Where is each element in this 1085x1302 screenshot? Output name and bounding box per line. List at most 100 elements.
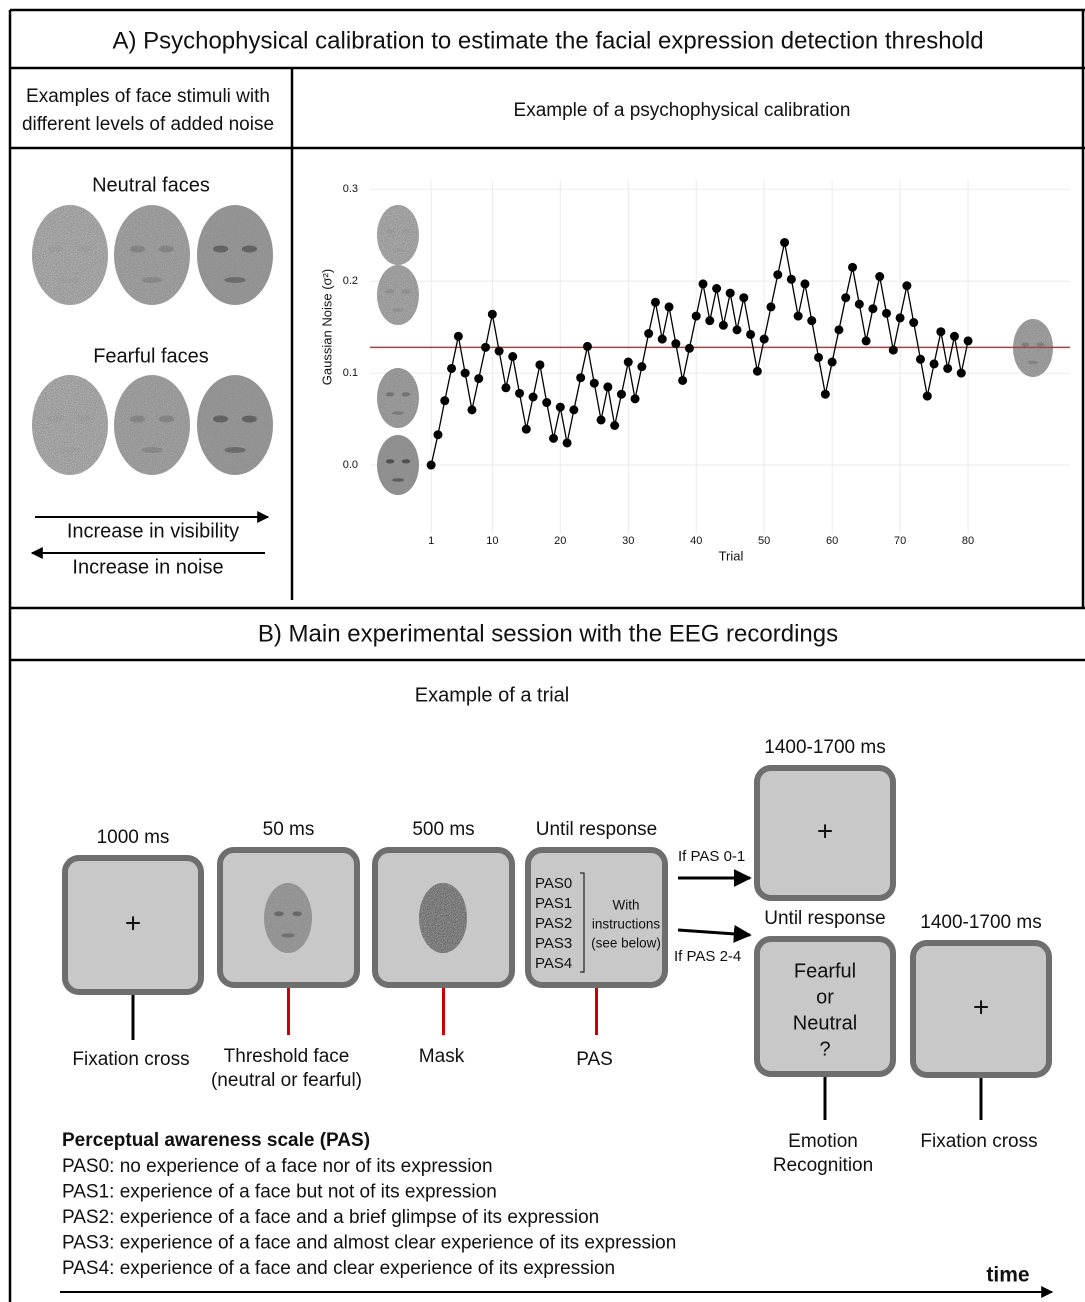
pas-item: PAS4 <box>535 955 572 972</box>
pas-item: PAS3 <box>535 935 572 952</box>
face-noise <box>377 435 419 495</box>
data-point <box>433 430 442 439</box>
face-noise <box>114 375 190 475</box>
data-point <box>569 405 578 414</box>
face-noise <box>32 375 108 475</box>
data-point <box>597 415 606 424</box>
x-tick-label: 10 <box>486 535 498 547</box>
face-noise <box>114 205 190 305</box>
data-point <box>637 362 646 371</box>
data-point <box>501 383 510 392</box>
data-point <box>828 358 837 367</box>
face-noise <box>419 883 467 953</box>
data-point <box>760 335 769 344</box>
data-point <box>909 318 918 327</box>
pas-definition: PAS4: experience of a face and clear exp… <box>62 1258 615 1279</box>
x-tick-label: 30 <box>622 535 634 547</box>
duration: 1400-1700 ms <box>764 737 885 758</box>
neutral-label: Neutral faces <box>92 174 210 196</box>
screen-text: or <box>816 986 834 1008</box>
y-axis-label: Gaussian Noise (σ²) <box>319 269 334 385</box>
data-point <box>923 392 932 401</box>
visibility-label: Increase in visibility <box>67 520 239 542</box>
arrow <box>678 930 750 935</box>
data-point <box>936 327 945 336</box>
data-point <box>515 389 524 398</box>
x-tick-label: 20 <box>554 535 566 547</box>
data-point <box>685 344 694 353</box>
pas-note: instructions <box>592 917 661 932</box>
data-point <box>651 298 660 307</box>
noise-label: Increase in noise <box>72 556 223 578</box>
data-point <box>855 300 864 309</box>
data-point <box>875 272 884 281</box>
x-tick-label: 50 <box>758 535 770 547</box>
duration: Until response <box>764 908 885 929</box>
data-point <box>780 238 789 247</box>
data-point <box>522 425 531 434</box>
data-point <box>549 434 558 443</box>
face-noise <box>377 265 419 325</box>
data-point <box>481 343 490 352</box>
fixation-cross: + <box>973 991 989 1022</box>
face-noise <box>197 205 273 305</box>
face-noise <box>264 883 312 953</box>
pas-definition: PAS0: no experience of a face nor of its… <box>62 1156 493 1177</box>
data-point <box>495 347 504 356</box>
data-point <box>896 313 905 322</box>
pas-definition: PAS1: experience of a face but not of it… <box>62 1182 497 1203</box>
data-point <box>862 336 871 345</box>
pas-definition: PAS3: experience of a face and almost cl… <box>62 1233 676 1254</box>
duration: 50 ms <box>263 819 315 840</box>
duration: 500 ms <box>412 819 474 840</box>
x-tick-label: 40 <box>690 535 702 547</box>
x-tick-label: 1 <box>428 535 434 547</box>
screen-text: Neutral <box>793 1012 857 1034</box>
page: A) Psychophysical calibration to estimat… <box>0 0 1085 1302</box>
pas-item: PAS2 <box>535 915 572 932</box>
x-axis-label: Trial <box>719 548 744 563</box>
data-point <box>930 359 939 368</box>
data-point <box>603 382 612 391</box>
data-point <box>590 379 599 388</box>
data-point <box>583 342 592 351</box>
data-point <box>617 390 626 399</box>
data-point <box>902 281 911 290</box>
data-point <box>800 279 809 288</box>
data-point <box>699 279 708 288</box>
data-point <box>868 304 877 313</box>
frame <box>10 10 1085 1302</box>
data-point <box>753 367 762 376</box>
data-point <box>746 330 755 339</box>
data-point <box>508 352 517 361</box>
data-point <box>535 360 544 369</box>
data-point <box>719 321 728 330</box>
data-point <box>943 364 952 373</box>
x-tick-label: 70 <box>894 535 906 547</box>
data-point <box>821 390 830 399</box>
face-noise <box>377 205 419 265</box>
data-point <box>889 346 898 355</box>
data-point <box>461 369 470 378</box>
time-label: time <box>986 1264 1029 1287</box>
data-point <box>841 293 850 302</box>
data-point <box>964 336 973 345</box>
chart-header: Example of a psychophysical calibration <box>514 100 851 121</box>
pas-item: PAS1 <box>535 895 572 912</box>
data-point <box>556 403 565 412</box>
data-point <box>454 332 463 341</box>
pas-note: (see below) <box>591 936 661 951</box>
data-point <box>773 270 782 279</box>
y-tick-label: 0.0 <box>343 459 358 471</box>
data-point <box>576 373 585 382</box>
data-point <box>671 339 680 348</box>
data-point <box>624 358 633 367</box>
data-point <box>787 275 796 284</box>
data-point <box>814 353 823 362</box>
pas-title: Perceptual awareness scale (PAS) <box>62 1130 370 1151</box>
data-point <box>447 364 456 373</box>
screen-text: ? <box>819 1038 830 1060</box>
fearful-label: Fearful faces <box>93 345 209 367</box>
pas-item: PAS0 <box>535 875 572 892</box>
